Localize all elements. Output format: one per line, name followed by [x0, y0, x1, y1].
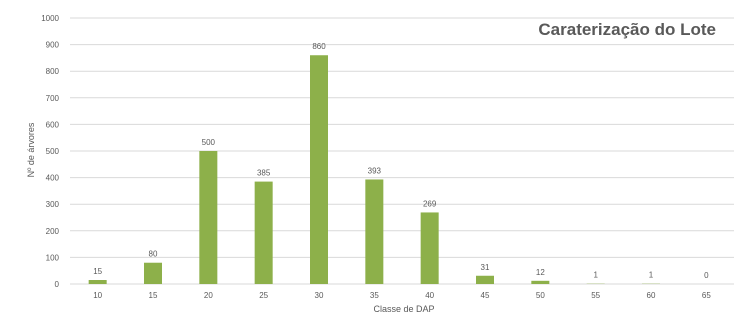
- bar-50: [531, 280, 550, 284]
- y-axis: 0 100 200 300 400 500 600 700 800 900 1000: [41, 14, 59, 289]
- bar-30: [310, 55, 328, 284]
- x-tick-label-45: 45: [481, 291, 490, 300]
- y-tick-label: 100: [46, 253, 60, 262]
- x-tick-label-40: 40: [425, 291, 434, 300]
- x-tick-label-60: 60: [647, 291, 656, 300]
- x-tick-label-35: 35: [370, 291, 379, 300]
- bar-35: [365, 179, 384, 284]
- x-tick-label-10: 10: [93, 291, 102, 300]
- x-axis-title: Classe de DAP: [373, 304, 434, 314]
- y-tick-label: 900: [46, 41, 60, 50]
- data-label-20: 500: [202, 138, 216, 147]
- bar-25: [254, 181, 273, 284]
- data-label-30: 860: [312, 42, 326, 51]
- y-tick-label: 0: [55, 280, 60, 289]
- data-label-55: 1: [593, 271, 598, 280]
- y-tick-label: 300: [46, 200, 60, 209]
- x-tick-label-55: 55: [591, 291, 600, 300]
- bar-40: [420, 212, 439, 284]
- y-tick-label: 400: [46, 174, 60, 183]
- data-label-25: 385: [257, 169, 271, 178]
- bar-15: [144, 262, 162, 284]
- x-tick-label-15: 15: [149, 291, 158, 300]
- data-label-65: 0: [704, 271, 709, 280]
- bar-20: [199, 151, 218, 284]
- x-tick-label-25: 25: [259, 291, 268, 300]
- x-tick-label-30: 30: [315, 291, 324, 300]
- data-label-40: 269: [423, 199, 437, 208]
- y-tick-label: 800: [46, 67, 60, 76]
- y-axis-title: Nº de árvores: [26, 122, 36, 177]
- data-label-50: 12: [536, 268, 545, 277]
- data-labels: 15 80 500 385 860 393 269 31 12 1 1 0: [93, 42, 709, 280]
- data-label-15: 80: [149, 250, 158, 259]
- data-label-45: 31: [481, 263, 490, 272]
- gridlines: [70, 17, 734, 285]
- bar-45: [476, 275, 494, 284]
- y-tick-label: 500: [46, 147, 60, 156]
- x-tick-label-20: 20: [204, 291, 213, 300]
- y-tick-label: 700: [46, 94, 60, 103]
- bars: [88, 55, 660, 284]
- bar-10: [88, 280, 107, 284]
- x-tick-label-50: 50: [536, 291, 545, 300]
- y-tick-label: 200: [46, 227, 60, 236]
- x-axis: 10 15 20 25 30 35 40 45 50 55 60 65: [93, 291, 711, 300]
- y-tick-label: 600: [46, 120, 60, 129]
- data-label-35: 393: [368, 166, 382, 175]
- data-label-10: 15: [93, 267, 102, 276]
- y-tick-label: 1000: [41, 14, 59, 23]
- data-label-60: 1: [649, 271, 654, 280]
- chart-title: Caraterização do Lote: [538, 20, 716, 39]
- x-tick-label-65: 65: [702, 291, 711, 300]
